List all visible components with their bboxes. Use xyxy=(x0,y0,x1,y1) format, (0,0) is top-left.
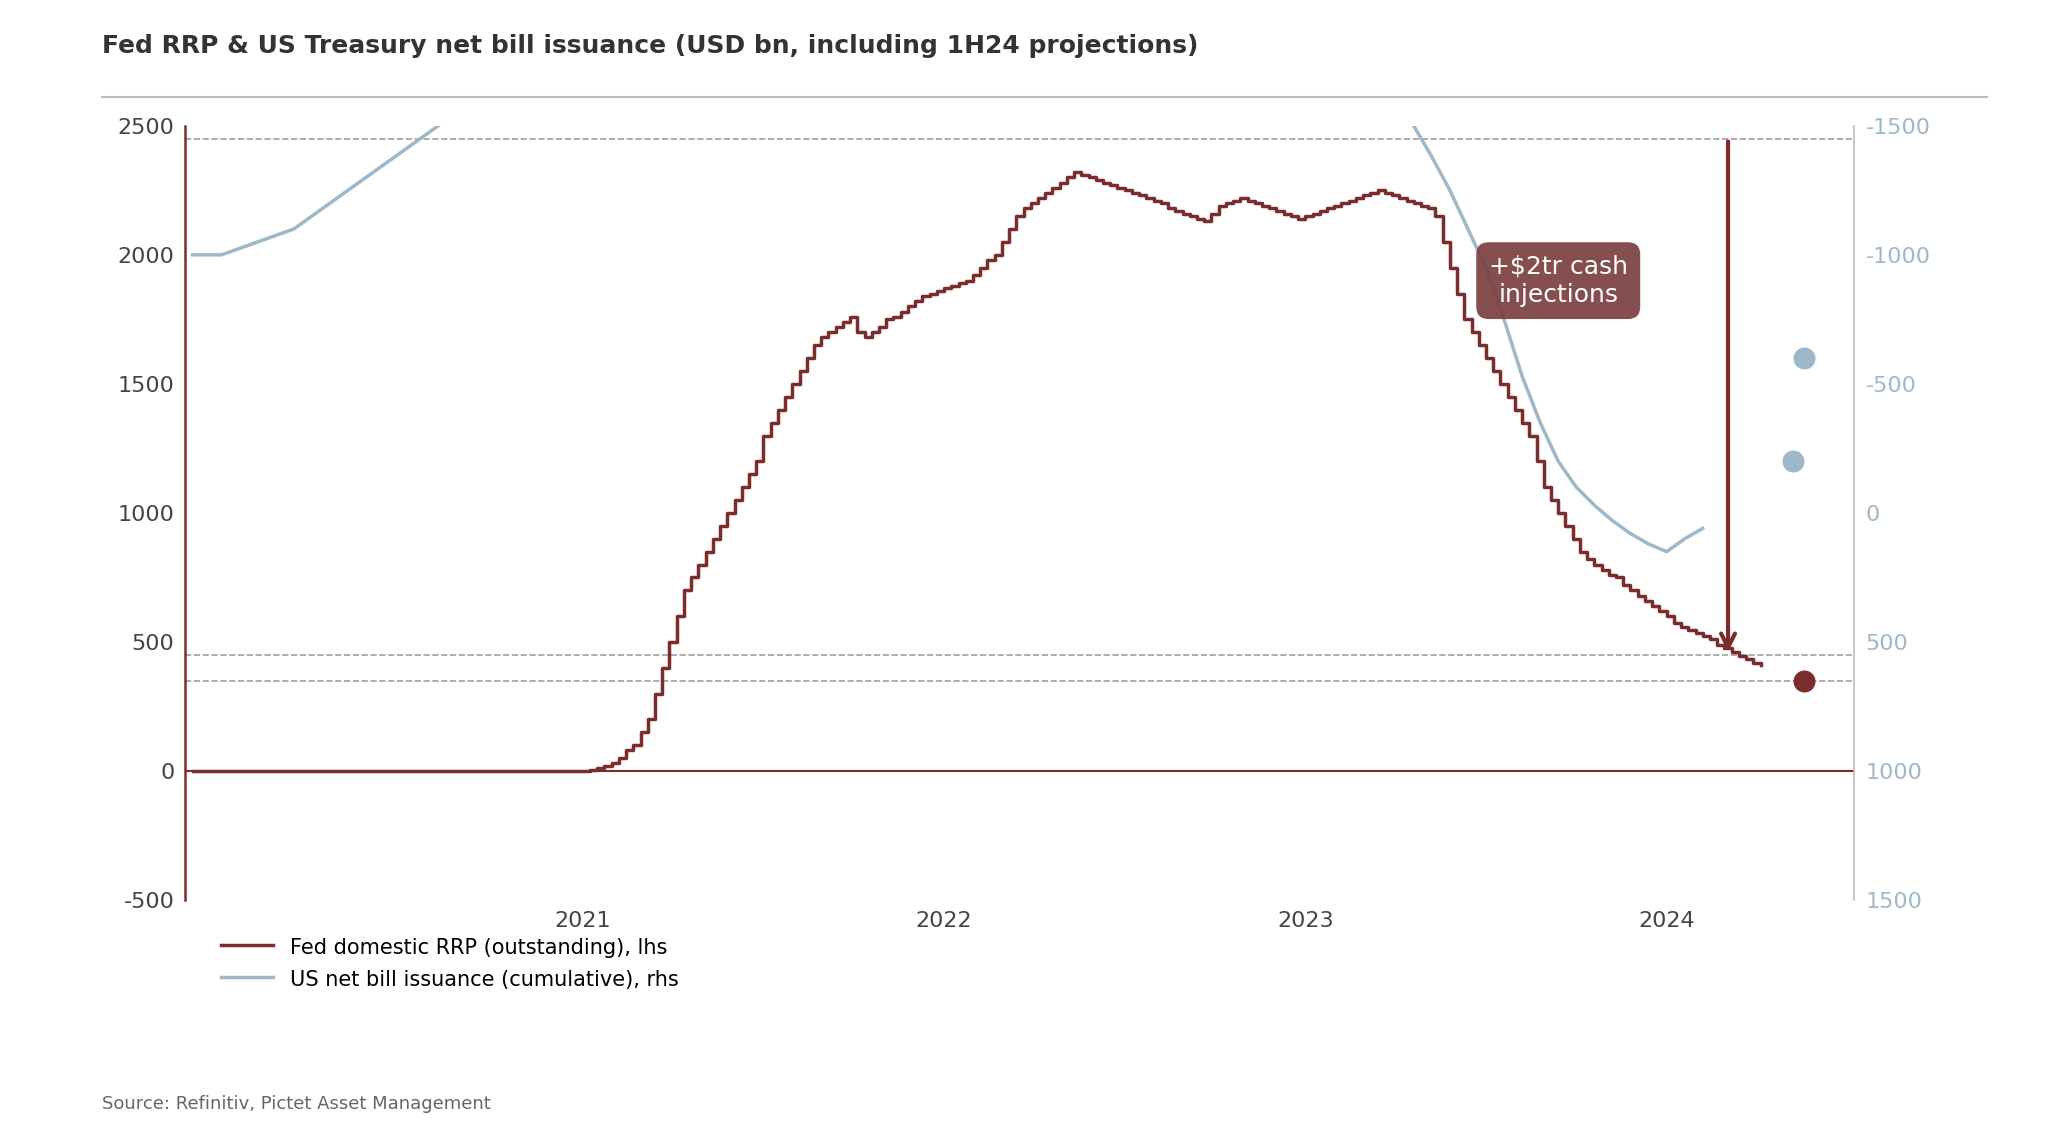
Point xyxy=(1788,671,1821,690)
Point xyxy=(1788,349,1821,368)
Point xyxy=(1778,452,1810,471)
Text: +$2tr cash
injections: +$2tr cash injections xyxy=(1489,255,1628,306)
Text: Fed RRP & US Treasury net bill issuance (USD bn, including 1H24 projections): Fed RRP & US Treasury net bill issuance … xyxy=(102,34,1198,58)
Legend: Fed domestic RRP (outstanding), lhs, US net bill issuance (cumulative), rhs: Fed domestic RRP (outstanding), lhs, US … xyxy=(213,927,686,998)
Text: Source: Refinitiv, Pictet Asset Management: Source: Refinitiv, Pictet Asset Manageme… xyxy=(102,1095,492,1113)
